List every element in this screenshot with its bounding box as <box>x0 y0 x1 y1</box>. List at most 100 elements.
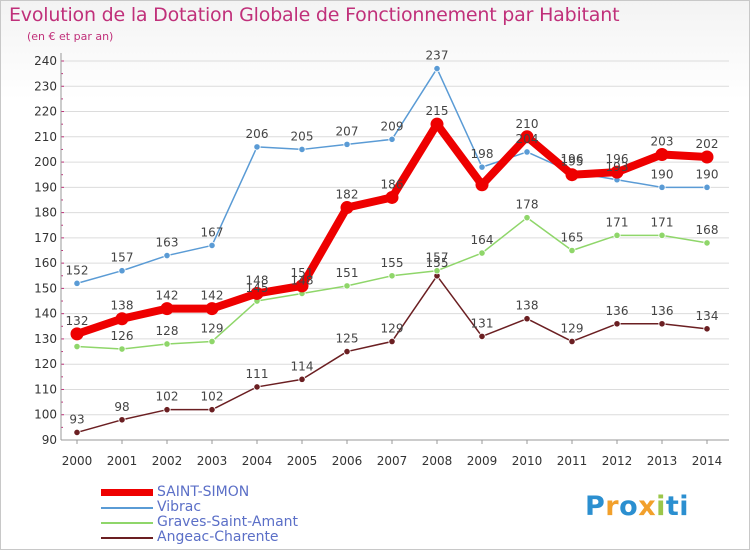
legend-item-vibrac: Vibrac <box>101 499 361 515</box>
legend-label-vibrac: Vibrac <box>157 499 202 515</box>
data-point-vibrac <box>73 279 81 287</box>
data-point-saint-simon <box>205 302 219 316</box>
logo-letter: i <box>656 491 666 522</box>
data-label: 155 <box>426 256 449 270</box>
data-label: 114 <box>291 359 314 373</box>
legend-item-angeac-charente: Angeac-Charente <box>101 529 361 545</box>
y-tick-label: 160 <box>34 256 57 270</box>
grid-lines <box>61 60 729 441</box>
data-label: 186 <box>381 177 404 191</box>
data-point-graves-saint-amant <box>163 340 171 348</box>
data-point-angeac-charente <box>208 406 216 414</box>
data-label: 148 <box>246 273 269 287</box>
data-point-vibrac <box>523 148 531 156</box>
data-label: 142 <box>201 289 224 303</box>
data-label: 182 <box>336 188 359 202</box>
data-label: 215 <box>426 104 449 118</box>
x-tick-label: 2012 <box>602 454 633 468</box>
data-label: 195 <box>561 155 584 169</box>
y-tick-label: 180 <box>34 206 57 220</box>
data-label: 171 <box>606 215 629 229</box>
x-tick-label: 2003 <box>197 454 228 468</box>
data-label: 128 <box>156 324 179 338</box>
logo-letter: P <box>585 491 606 522</box>
data-label: 152 <box>66 263 89 277</box>
data-point-saint-simon <box>295 279 309 293</box>
legend-label-saint-simon: SAINT-SIMON <box>157 484 250 500</box>
legend-label-angeac-charente: Angeac-Charente <box>157 529 279 545</box>
data-label: 145 <box>246 281 269 295</box>
data-label: 204 <box>516 132 539 146</box>
data-label: 138 <box>516 299 539 313</box>
x-tick-label: 2002 <box>152 454 183 468</box>
data-label: 163 <box>156 236 179 250</box>
x-tick-label: 2006 <box>332 454 363 468</box>
data-label: 164 <box>471 233 494 247</box>
data-point-angeac-charente <box>703 325 711 333</box>
data-label: 190 <box>696 167 719 181</box>
data-point-graves-saint-amant <box>118 345 126 353</box>
x-tick-label: 2008 <box>422 454 453 468</box>
data-point-graves-saint-amant <box>478 249 486 257</box>
chart-subtitle: (en € et par an) <box>27 30 114 43</box>
data-point-graves-saint-amant <box>613 231 621 239</box>
y-tick-label: 140 <box>34 307 57 321</box>
data-label: 206 <box>246 127 269 141</box>
data-point-saint-simon <box>250 286 264 300</box>
data-label: 157 <box>111 251 134 265</box>
data-label: 198 <box>471 147 494 161</box>
data-point-saint-simon <box>385 190 399 204</box>
y-tick-label: 170 <box>34 231 57 245</box>
data-point-saint-simon <box>340 201 354 215</box>
data-point-saint-simon <box>565 168 579 182</box>
y-tick-label: 230 <box>34 79 57 93</box>
data-point-vibrac <box>253 143 261 151</box>
legend-swatch-vibrac <box>101 507 153 509</box>
data-label: 165 <box>561 231 584 245</box>
data-point-vibrac <box>388 135 396 143</box>
series-lines <box>70 64 714 437</box>
y-tick-label: 120 <box>34 357 57 371</box>
data-point-graves-saint-amant <box>208 337 216 346</box>
data-label: 136 <box>606 304 629 318</box>
data-point-saint-simon <box>430 117 444 131</box>
data-point-angeac-charente <box>118 416 126 424</box>
legend-label-graves-saint-amant: Graves-Saint-Amant <box>157 514 299 530</box>
data-label: 148 <box>291 273 314 287</box>
legend-swatch-graves-saint-amant <box>101 522 153 524</box>
data-point-graves-saint-amant <box>388 272 396 280</box>
logo-letter: r <box>605 491 620 522</box>
data-label: 196 <box>606 152 629 166</box>
data-point-graves-saint-amant <box>568 246 576 255</box>
data-label: 167 <box>201 225 224 239</box>
data-point-saint-simon <box>700 150 714 164</box>
data-label: 205 <box>291 129 314 143</box>
legend-swatch-angeac-charente <box>101 537 153 539</box>
data-point-vibrac <box>433 64 441 73</box>
data-point-graves-saint-amant <box>73 342 81 351</box>
data-point-angeac-charente <box>568 337 576 346</box>
data-point-saint-simon <box>115 312 129 326</box>
legend-item-graves-saint-amant: Graves-Saint-Amant <box>101 514 361 530</box>
data-point-vibrac <box>298 145 306 154</box>
data-point-angeac-charente <box>613 320 621 328</box>
data-label: 129 <box>201 321 224 335</box>
data-label: 126 <box>111 329 134 343</box>
y-tick-label: 150 <box>34 281 57 295</box>
x-tick-label: 2010 <box>512 454 543 468</box>
data-label: 196 <box>561 152 584 166</box>
data-point-graves-saint-amant <box>343 282 351 290</box>
data-label: 151 <box>291 266 314 280</box>
x-tick-label: 2005 <box>287 454 318 468</box>
data-label: 125 <box>336 332 359 346</box>
data-point-angeac-charente <box>298 375 306 383</box>
x-tick-label: 2000 <box>62 454 93 468</box>
data-label: 93 <box>69 412 84 426</box>
data-label: 142 <box>156 289 179 303</box>
data-point-saint-simon <box>70 327 84 341</box>
data-label: 111 <box>246 367 269 381</box>
data-label: 136 <box>651 304 674 318</box>
data-label: 193 <box>606 160 629 174</box>
data-point-vibrac <box>703 183 711 191</box>
